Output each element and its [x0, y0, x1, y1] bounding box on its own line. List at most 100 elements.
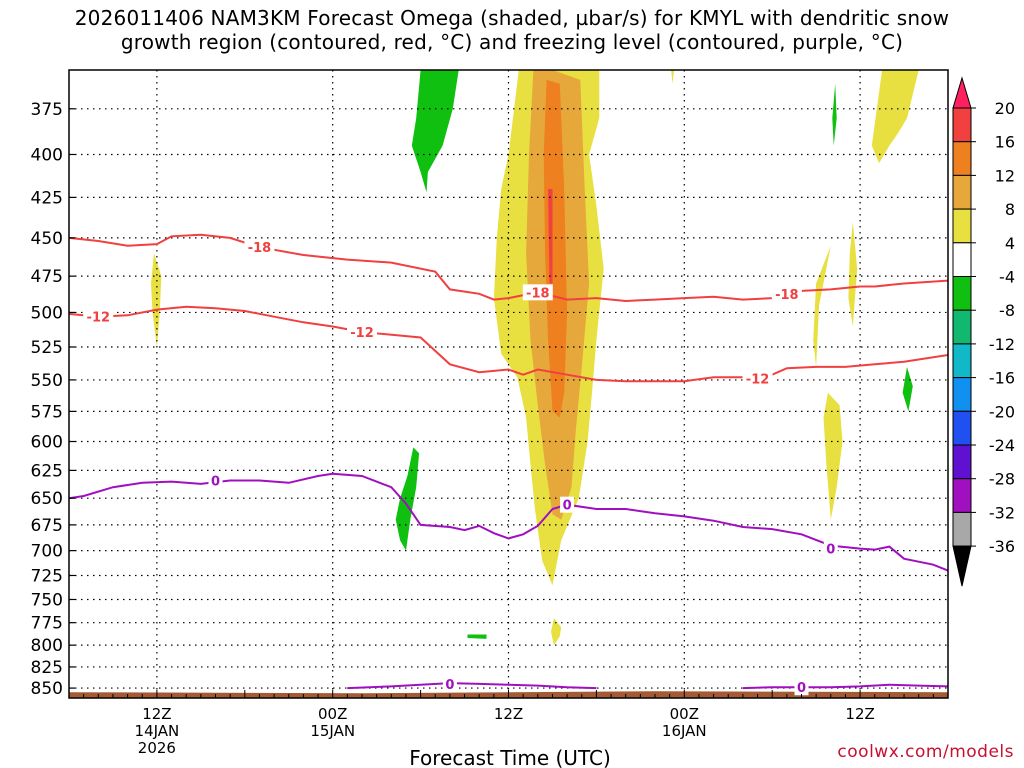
contour-minus12-label: -12	[350, 326, 374, 341]
x-tick-label: 12Z	[142, 705, 171, 723]
colorbar-bin	[952, 343, 972, 379]
y-tick-label: 825	[31, 658, 63, 678]
omega-yellow-top-small	[671, 70, 674, 84]
y-tick-label: 575	[31, 402, 63, 422]
contour-freezing-0-line	[69, 472, 948, 572]
omega-green-top-right	[832, 83, 837, 146]
chart-title: 2026011406 NAM3KM Forecast Omega (shaded…	[0, 6, 1024, 54]
contour-minus18-label: -18	[526, 286, 550, 301]
y-tick-label: 625	[31, 461, 63, 481]
colorbar-label: -8	[999, 301, 1015, 320]
y-tick-label: 500	[31, 303, 63, 323]
colorbar-label: -24	[989, 436, 1015, 455]
x-tick-label: 16JAN	[662, 722, 707, 740]
omega-green-low-mid	[467, 634, 487, 639]
colorbar-bin	[952, 242, 972, 278]
colorbar-bin	[952, 309, 972, 345]
contour-minus12-label-bg	[347, 323, 377, 340]
chart-title-line1: 2026011406 NAM3KM Forecast Omega (shaded…	[74, 6, 950, 30]
y-tick-label: 450	[31, 229, 63, 249]
colorbar-bin	[952, 174, 972, 210]
contour-minus12-label: -12	[87, 311, 111, 326]
colorbar-bottom-arrow	[952, 545, 972, 587]
axes-layer: 375 400 425 450 475 500 525 550 575 600 625 650 675 7…	[31, 69, 949, 757]
colorbar-label: -32	[989, 503, 1015, 522]
colorbar: 20 16 12 8 4 -4 -8 -12 -16 -20 -24 -28 -32 -36	[952, 76, 1015, 587]
contour-freezing-0-low-2-label-bg	[794, 679, 809, 696]
y-tick-label: 400	[31, 145, 63, 165]
contour-freezing-0-low-label-bg	[442, 675, 457, 692]
omega-green-right	[902, 366, 913, 412]
colorbar-bin	[952, 377, 972, 412]
watermark-text: coolwx.com/models	[837, 742, 1014, 762]
y-tick-label: 725	[31, 566, 63, 586]
contour-minus18-label-bg	[771, 285, 802, 302]
omega-yellow-low-1	[551, 618, 562, 646]
contour-freezing-0-low-2-label: 0	[797, 681, 806, 696]
x-tick-label: 00Z	[318, 705, 347, 723]
contour-freezing-0-label-bg	[208, 472, 223, 489]
omega-shading-layer	[151, 70, 919, 646]
x-tick-label: 12Z	[845, 705, 874, 723]
contour-freezing-0-label-bg	[560, 496, 575, 513]
omega-yellow-mid-right-3	[823, 392, 843, 520]
x-axis-label: Forecast Time (UTC)	[409, 746, 611, 768]
contour-minus18-label: -18	[775, 288, 799, 303]
y-tick-label: 775	[31, 614, 63, 634]
contour-minus12-label: -12	[746, 373, 770, 388]
colorbar-label: -28	[989, 470, 1015, 489]
colorbar-label: 20	[995, 99, 1015, 118]
colorbar-label: 8	[1005, 200, 1015, 219]
x-tick-label: 14JAN	[135, 722, 180, 740]
omega-yellow-top-right-1	[871, 70, 919, 164]
omega-red-core	[548, 189, 553, 284]
colorbar-label: -12	[989, 335, 1015, 354]
contour-freezing-0-low-line	[347, 682, 597, 690]
y-tick-label: 700	[31, 542, 63, 562]
contour-freezing-0-label-bg	[823, 540, 838, 557]
colorbar-label: -16	[989, 369, 1015, 388]
contour-freezing-0-label: 0	[563, 499, 572, 514]
y-tick-label: 600	[31, 433, 63, 453]
omega-yellow-mid-right-2	[848, 222, 858, 327]
colorbar-bin	[952, 511, 972, 547]
contour-minus12-label-bg	[742, 370, 773, 387]
colorbar-bin	[952, 276, 972, 311]
colorbar-label: -36	[989, 537, 1015, 556]
y-tick-label: 750	[31, 590, 63, 610]
contour-minus18-label: -18	[248, 241, 272, 256]
y-tick-label: 550	[31, 371, 63, 391]
y-tick-label: 525	[31, 338, 63, 358]
contour-minus12-label-bg	[83, 308, 114, 325]
chart-title-line2: growth region (contoured, red, °C) and f…	[120, 30, 904, 54]
contour-minus18-label-bg	[522, 284, 553, 301]
colorbar-label: 16	[995, 133, 1015, 152]
y-tick-label: 675	[31, 516, 63, 536]
omega-green-upper-left	[411, 70, 459, 193]
y-tick-label: 475	[31, 267, 63, 287]
omega-yellow-mid-right-1	[813, 245, 831, 367]
colorbar-bin	[952, 141, 972, 176]
colorbar-bin	[952, 208, 972, 244]
x-tick-label: 2026	[138, 739, 176, 757]
colorbar-label: 4	[1005, 234, 1015, 253]
contour-freezing-0-label: 0	[211, 475, 220, 490]
colorbar-bin	[952, 107, 972, 143]
omega-yellow-left-tall	[151, 253, 162, 347]
colorbar-bin	[952, 410, 972, 446]
x-tick-label: 15JAN	[310, 722, 355, 740]
y-tick-label: 800	[31, 636, 63, 656]
omega-darkorange-core	[543, 79, 568, 418]
y-tick-label: 650	[31, 489, 63, 509]
colorbar-label: 12	[995, 166, 1015, 185]
x-tick-label: 00Z	[670, 705, 699, 723]
contour-freezing-0-low-2-line	[742, 683, 948, 690]
y-tick-label: 375	[31, 100, 63, 120]
contour-freezing-0-low-label: 0	[445, 678, 454, 693]
colorbar-label: -20	[989, 402, 1015, 421]
contour-minus18-label-bg	[244, 239, 275, 256]
contour-freezing-0-label: 0	[826, 543, 835, 558]
colorbar-bin	[952, 444, 972, 480]
colorbar-bin	[952, 478, 972, 513]
